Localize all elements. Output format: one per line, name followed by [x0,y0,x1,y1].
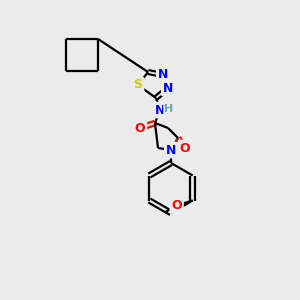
Text: S: S [134,79,142,92]
Text: O: O [180,142,190,154]
Text: N: N [166,143,176,157]
Text: H: H [164,104,174,114]
Text: N: N [158,68,168,82]
Text: O: O [135,122,145,134]
Text: N: N [163,82,173,94]
Text: O: O [171,199,182,212]
Text: N: N [155,103,165,116]
